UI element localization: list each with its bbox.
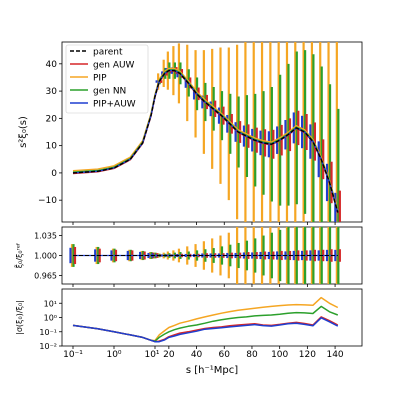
- y-tick-label-top: 20: [46, 114, 58, 124]
- panel-frame-top: [61, 41, 363, 223]
- y-tick-label-bottom: 10⁻²: [39, 342, 57, 351]
- panel-frame-bottom: [61, 288, 363, 347]
- y-tick-label-top: 30: [46, 87, 58, 97]
- series-line-bottom-pip-auw: [72, 317, 339, 343]
- x-tick-label: 10¹: [144, 350, 159, 360]
- y-tick-label-top: 0: [51, 169, 57, 179]
- x-tick-label: 60: [219, 350, 231, 360]
- series-line-top-parent: [72, 69, 339, 213]
- x-tick-label: 80: [246, 350, 258, 360]
- y-tick-label-top: 10: [46, 142, 58, 152]
- legend-label: gen AUW: [93, 61, 135, 71]
- y-tick-label-bottom: 10¹: [44, 299, 57, 308]
- y-tick-label-middle: 1.000: [34, 252, 57, 261]
- y-tick-label-middle: 0.965: [34, 271, 57, 280]
- x-tick-label: 10⁻¹: [63, 350, 83, 360]
- x-axis-label: s [h⁻¹Mpc]: [186, 365, 238, 376]
- legend-box: [65, 44, 149, 114]
- y-tick-label-top: 40: [46, 60, 58, 70]
- y-tick-label-bottom: 10⁰: [44, 314, 57, 323]
- x-tick-label: 100: [271, 350, 288, 360]
- x-tick-label: 140: [326, 350, 343, 360]
- legend-label: parent: [93, 48, 123, 58]
- y-axis-label-middle: ξ̃₀/ξ₀ʳᵉᶠ: [14, 243, 24, 269]
- x-tick-label: 20: [163, 350, 175, 360]
- x-tick-label: 10⁰: [106, 350, 121, 360]
- y-tick-label-top: −10: [38, 196, 57, 206]
- y-tick-label-bottom: 10⁻¹: [39, 328, 57, 337]
- legend-label: gen NN: [93, 87, 126, 97]
- y-axis-label-top: s²ξ₀(s): [18, 116, 29, 148]
- series-line-bottom-pip: [72, 296, 339, 342]
- y-axis-label-bottom: |σ(ξ₀)/ξ₀|: [15, 300, 24, 335]
- legend-label: PIP+AUW: [93, 100, 136, 110]
- x-tick-label: 40: [191, 350, 203, 360]
- y-tick-label-middle: 1.035: [34, 232, 57, 241]
- x-tick-label: 120: [299, 350, 316, 360]
- legend-label: PIP: [93, 74, 107, 84]
